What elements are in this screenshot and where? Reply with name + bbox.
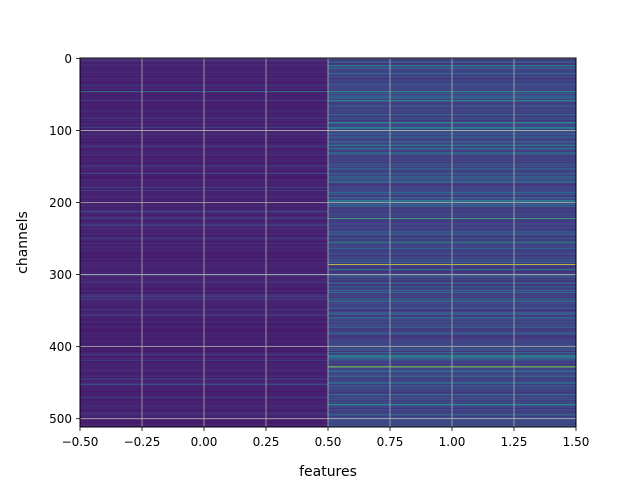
x-tick-label: 1.25 [501, 435, 528, 449]
x-axis-ticks: −0.50 −0.25 0.00 0.25 0.50 0.75 1.00 1.25 1.50 [62, 427, 590, 449]
y-axis-ticks: 0 100 200 300 400 500 [49, 52, 80, 426]
x-tick-label: −0.50 [62, 435, 99, 449]
x-tick-label: 1.50 [563, 435, 590, 449]
y-axis-label: channels [15, 211, 31, 274]
x-tick-label: 0.25 [253, 435, 280, 449]
y-tick-label: 400 [49, 340, 72, 354]
x-axis-label: features [299, 464, 357, 480]
x-tick-label: 0.00 [191, 435, 218, 449]
y-tick-label: 300 [49, 268, 72, 282]
x-tick-label: 0.50 [315, 435, 342, 449]
x-tick-label: 1.00 [439, 435, 466, 449]
y-tick-label: 200 [49, 196, 72, 210]
y-tick-label: 100 [49, 124, 72, 138]
x-tick-label: −0.25 [124, 435, 161, 449]
y-tick-label: 0 [64, 52, 72, 66]
x-tick-label: 0.75 [377, 435, 404, 449]
y-tick-label: 500 [49, 412, 72, 426]
